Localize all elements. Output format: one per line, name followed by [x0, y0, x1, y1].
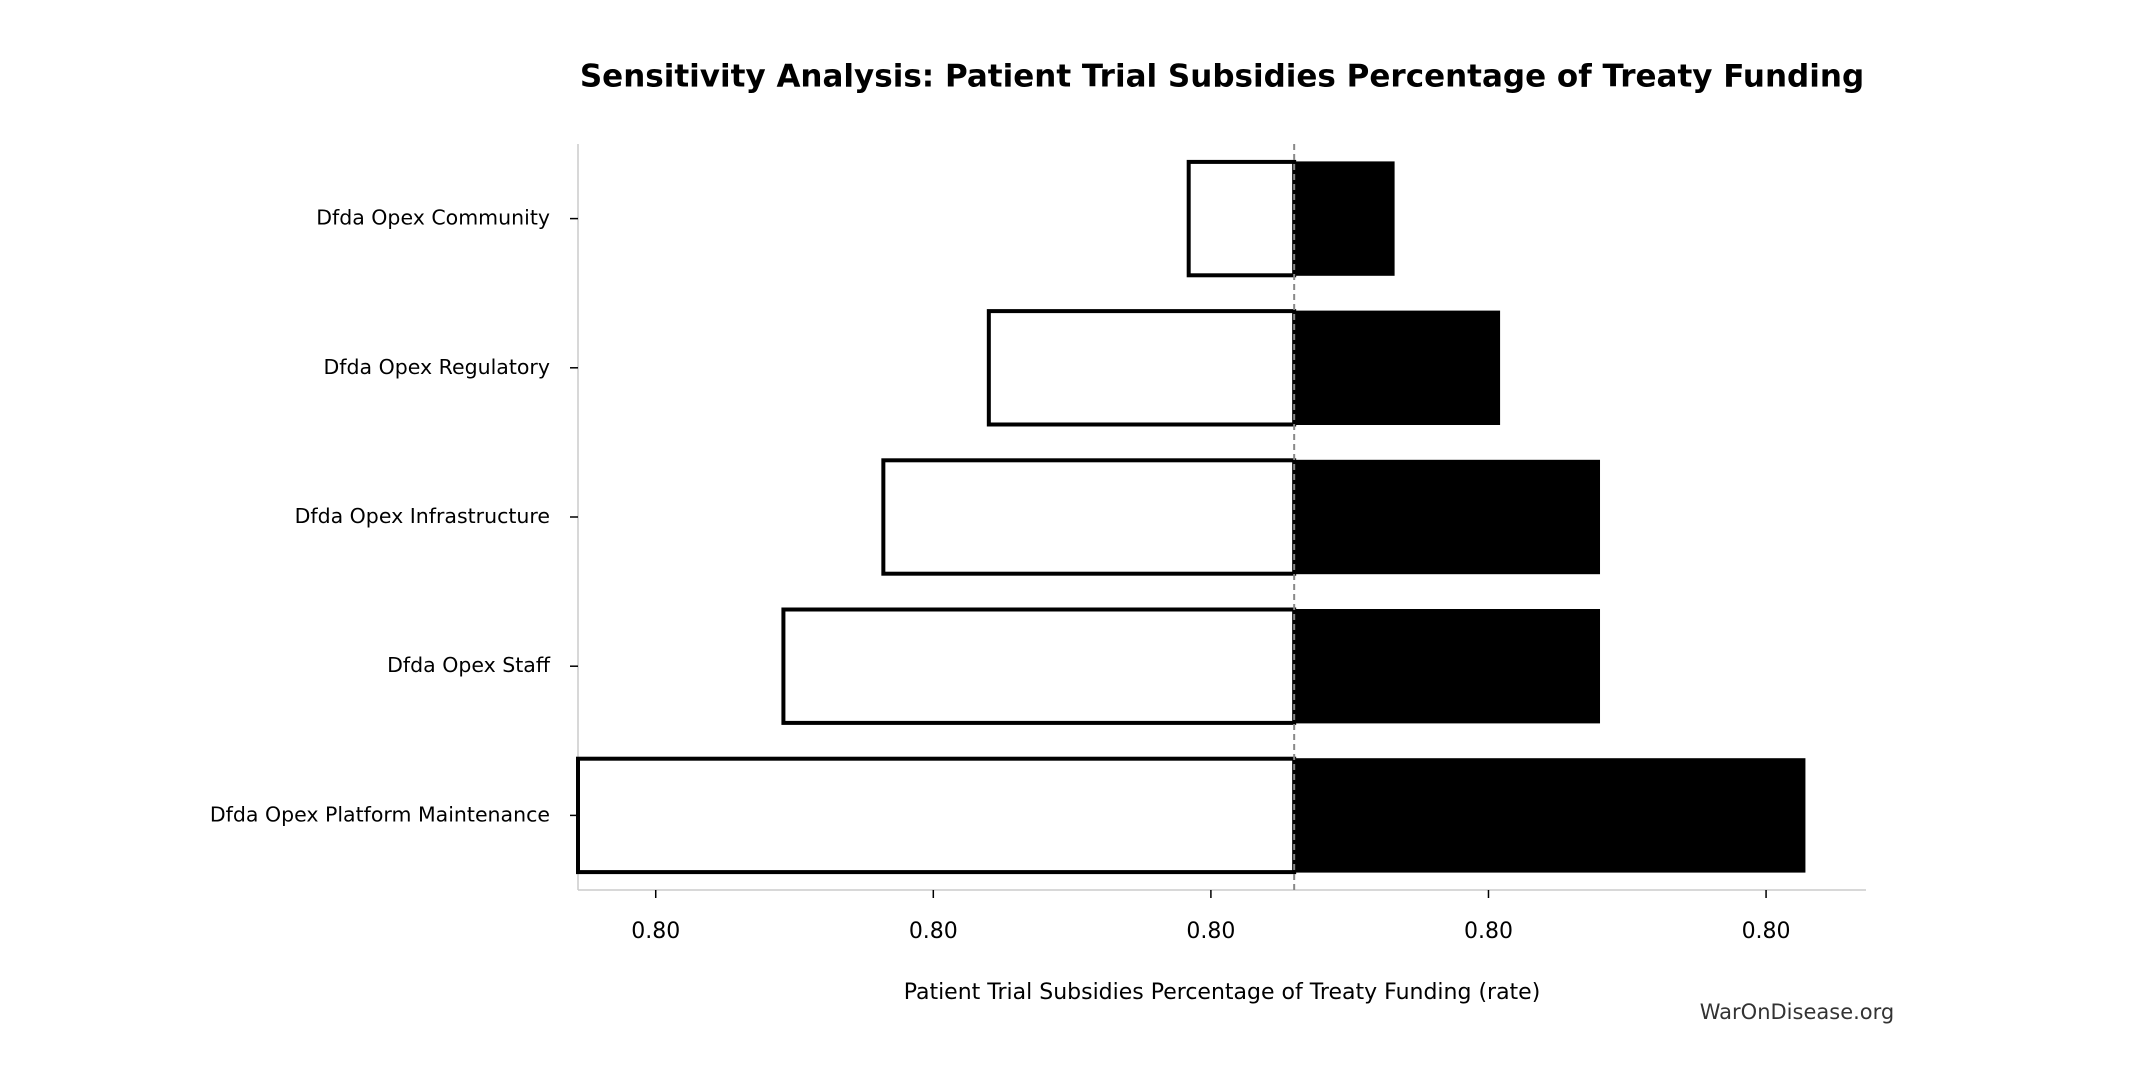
y-tick-label: Dfda Opex Infrastructure	[295, 504, 550, 528]
high-bar	[1293, 459, 1601, 575]
high-bar	[1293, 161, 1395, 276]
low-bar	[1186, 159, 1297, 278]
high-bar	[1293, 310, 1501, 425]
y-tick-label: Dfda Opex Platform Maintenance	[210, 802, 550, 826]
x-tick-label: 0.80	[1186, 919, 1235, 944]
x-tick-label: 0.80	[631, 919, 680, 944]
x-tick-label: 0.80	[1464, 919, 1513, 944]
low-bar	[986, 309, 1297, 427]
x-tick-label: 0.80	[1742, 919, 1791, 944]
y-tick-label: Dfda Opex Community	[316, 206, 550, 230]
y-tick-label: Dfda Opex Regulatory	[324, 355, 550, 379]
low-bar	[781, 607, 1297, 725]
high-bar	[1293, 758, 1806, 873]
watermark: WarOnDisease.org	[1700, 1000, 1894, 1024]
y-tick-label: Dfda Opex Staff	[387, 653, 551, 677]
low-bar	[881, 458, 1297, 576]
low-bar	[576, 756, 1297, 875]
x-axis-label: Patient Trial Subsidies Percentage of Tr…	[904, 980, 1541, 1005]
high-bar	[1293, 609, 1601, 724]
x-tick-label: 0.80	[909, 919, 958, 944]
chart-title: Sensitivity Analysis: Patient Trial Subs…	[580, 59, 1864, 95]
